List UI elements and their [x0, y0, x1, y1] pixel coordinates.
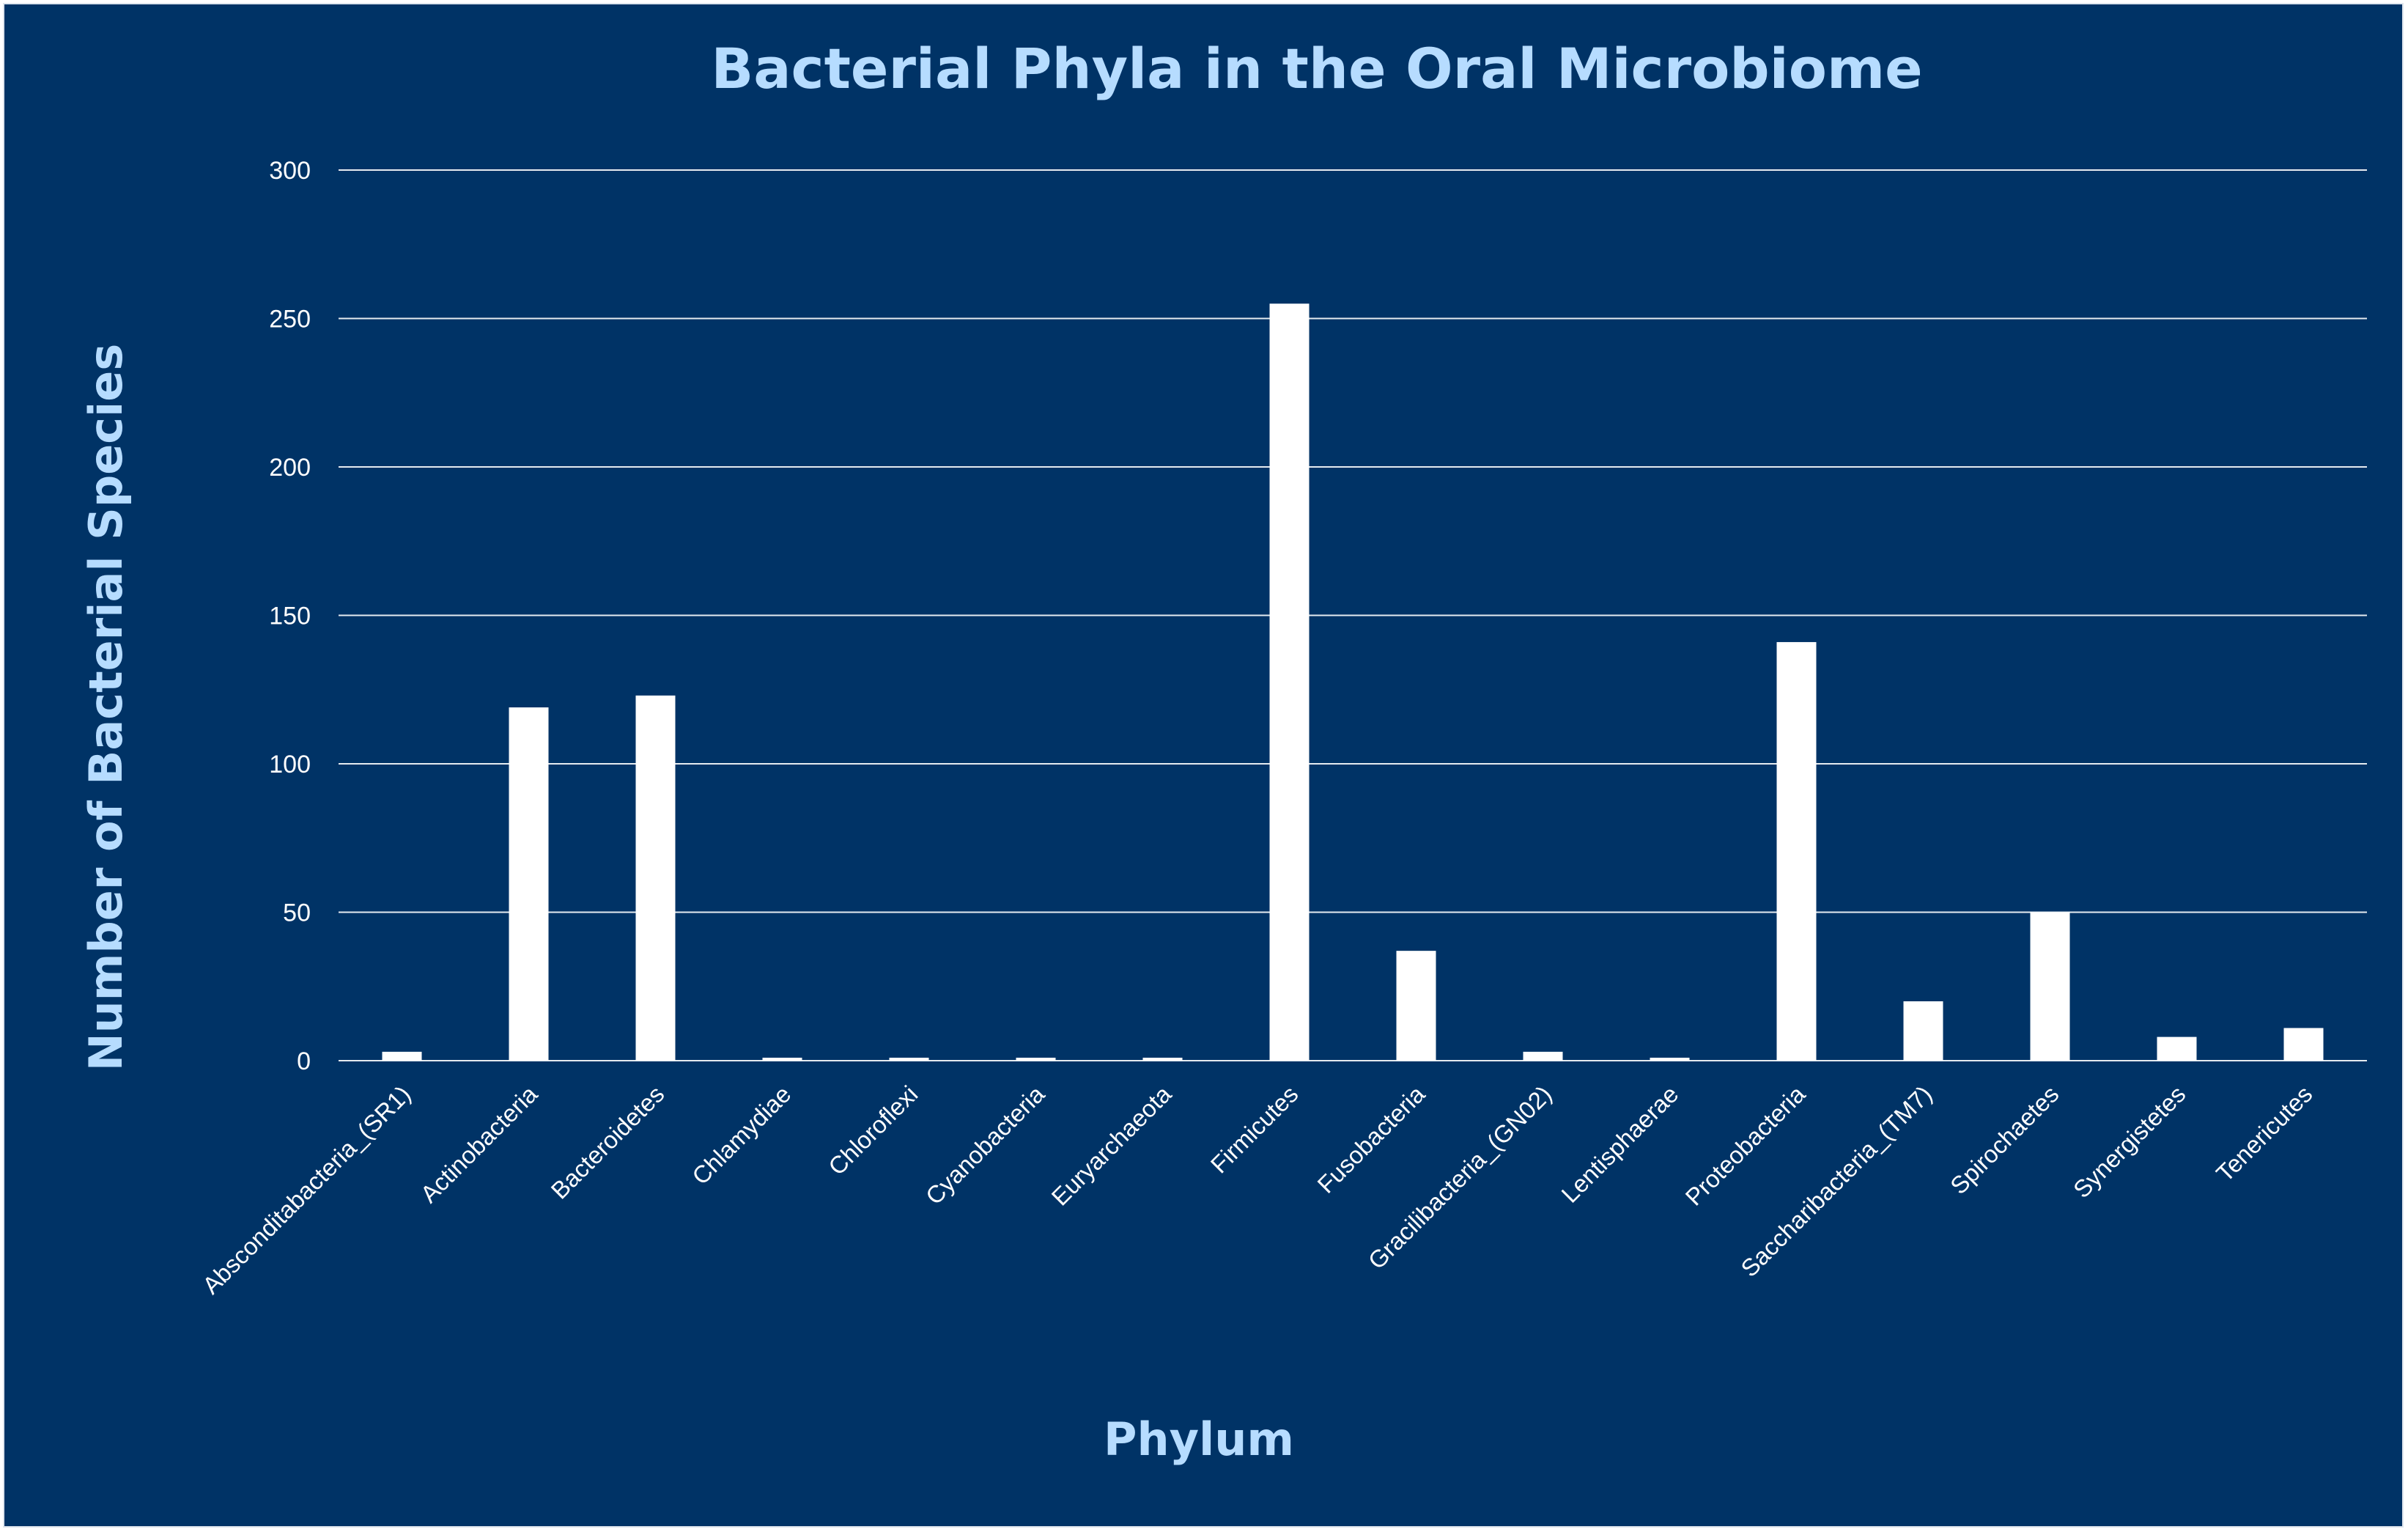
- x-category-label: Spirochaetes: [1945, 1080, 2064, 1199]
- gridlines: [339, 169, 2367, 1061]
- x-category-label: Actinobacteria: [415, 1080, 542, 1207]
- bar: [1016, 1057, 1056, 1061]
- x-category-label: Chlamydiae: [687, 1080, 796, 1190]
- x-category-label: Fusobacteria: [1312, 1080, 1430, 1198]
- bar: [2030, 912, 2070, 1061]
- x-category-label: Firmicutes: [1205, 1080, 1304, 1179]
- y-axis-title: Number of Bacterial Species: [79, 344, 133, 1071]
- bar: [1776, 641, 1817, 1061]
- x-axis-categories: Absconditabacteria_(SR1)Actinobacteria Ba…: [197, 1080, 2318, 1299]
- bar: [1269, 303, 1310, 1061]
- bar: [2157, 1036, 2197, 1061]
- y-tick-label: 50: [283, 899, 311, 927]
- bar: [2283, 1028, 2324, 1061]
- bar: [635, 695, 676, 1061]
- x-category-label: Cyanobacteria: [920, 1080, 1050, 1209]
- y-tick-label: 250: [269, 306, 311, 334]
- x-category-label: Synergistetes: [2068, 1080, 2191, 1204]
- bar: [382, 1051, 422, 1061]
- bar: [889, 1057, 929, 1061]
- x-category-label: Euryarchaeota: [1046, 1080, 1177, 1210]
- y-tick-label: 200: [269, 454, 311, 482]
- bar: [1903, 1001, 1943, 1061]
- x-category-label: Absconditabacteria_(SR1): [197, 1080, 416, 1300]
- bar: [762, 1057, 802, 1061]
- x-category-label: Chloroflexi: [823, 1080, 923, 1180]
- x-category-label: Proteobacteria: [1680, 1080, 1811, 1210]
- chart-title: Bacterial Phyla in the Oral Microbiome: [711, 36, 1922, 101]
- bar: [1396, 951, 1436, 1061]
- y-tick-label: 0: [297, 1047, 311, 1075]
- x-axis-title: Phylum: [1104, 1413, 1294, 1466]
- bar: [1650, 1057, 1690, 1061]
- bars: [382, 303, 2324, 1061]
- bar: [509, 707, 549, 1061]
- x-category-label: Lentisphaerae: [1556, 1080, 1683, 1208]
- bar: [1523, 1051, 1563, 1061]
- y-tick-label: 150: [269, 603, 311, 630]
- y-tick-label: 100: [269, 751, 311, 778]
- x-category-label: Bacteroidetes: [546, 1080, 670, 1204]
- y-tick-label: 300: [269, 157, 311, 185]
- bar: [1142, 1057, 1183, 1061]
- chart-frame: [3, 3, 2404, 1528]
- x-category-label: Tenericutes: [2211, 1080, 2317, 1187]
- y-axis-ticks: 0 50 100 150 200 250 300: [269, 157, 311, 1075]
